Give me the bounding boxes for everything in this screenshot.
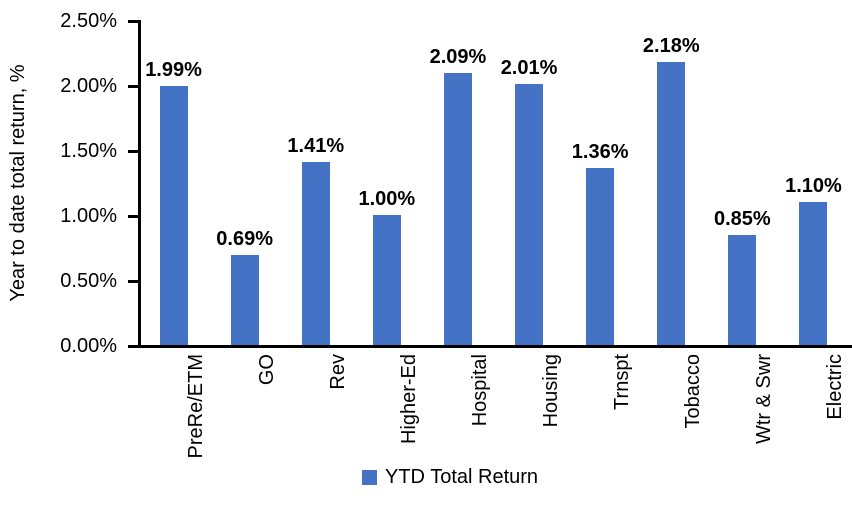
x-category-label: PreRe/ETM	[184, 354, 207, 459]
x-category-label: Hospital	[468, 354, 491, 427]
bar-value-label: 1.00%	[358, 188, 416, 210]
bar-value-label: 0.69%	[216, 228, 273, 251]
y-tick-label: 2.50%	[60, 10, 117, 32]
bar-value-label: 1.36%	[571, 141, 629, 164]
bar-value-label: 1.41%	[287, 134, 345, 157]
y-tick-label: 1.50%	[60, 140, 117, 162]
bar-wtr-swr	[728, 234, 757, 345]
x-category-label: Rev	[326, 354, 349, 390]
x-axis-line	[128, 345, 852, 348]
y-tick-mark	[128, 20, 138, 23]
y-axis-title: Year to date total return, %	[7, 64, 29, 302]
bar-go	[230, 255, 259, 345]
y-tick-label: 0.00%	[60, 335, 117, 357]
y-axis-line	[138, 20, 141, 348]
y-tick-label: 1.00%	[60, 205, 117, 227]
bar-hospital	[443, 73, 472, 345]
legend: YTD Total Return	[362, 466, 538, 489]
x-category-label: Electric	[824, 354, 847, 420]
x-category-label: GO	[255, 354, 278, 386]
bar-value-label: 2.09%	[429, 46, 487, 69]
legend-swatch-icon	[362, 470, 377, 485]
bar-value-label: 2.01%	[500, 56, 558, 79]
bar-value-label: 0.85%	[713, 207, 771, 230]
y-tick-label: 2.00%	[60, 75, 117, 97]
bar-higher-ed	[372, 215, 401, 345]
y-tick-mark	[128, 150, 138, 153]
bar-prere-etm	[159, 86, 188, 345]
y-tick-label: 0.50%	[60, 270, 117, 292]
legend-label: YTD Total Return	[385, 466, 539, 488]
bar-value-label: 1.99%	[145, 59, 202, 82]
bar-tobacco	[657, 61, 686, 345]
bar-trnspt	[586, 168, 615, 345]
x-category-label: Trnspt	[611, 354, 634, 410]
y-tick-mark	[128, 215, 138, 218]
y-tick-mark	[128, 345, 138, 348]
x-category-label: Housing	[540, 354, 563, 428]
y-tick-mark	[128, 280, 138, 283]
bar-electric	[799, 202, 828, 345]
bar-housing	[515, 83, 544, 345]
x-category-label: Higher-Ed	[397, 354, 420, 445]
bar-rev	[301, 161, 330, 345]
x-category-label: Tobacco	[682, 354, 705, 429]
x-category-label: Wtr & Swr	[753, 354, 776, 444]
y-tick-mark	[128, 85, 138, 88]
bar-value-label: 2.18%	[642, 34, 700, 57]
bar-value-label: 1.10%	[785, 175, 842, 197]
